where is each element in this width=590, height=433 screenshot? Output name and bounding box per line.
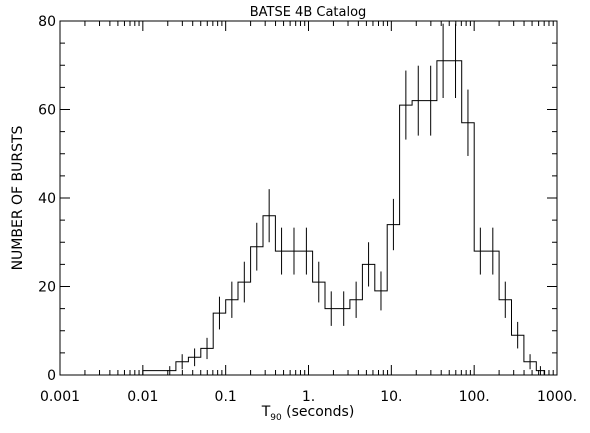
y-tick-label: 60 <box>38 103 56 119</box>
x-axis-label: T90 (seconds) <box>261 404 355 423</box>
x-tick-label: 0.1 <box>215 389 237 405</box>
y-tick-label: 20 <box>38 280 56 296</box>
x-axis-label-main: T <box>261 404 271 420</box>
x-tick-labels: 0.001 0.01 0.1 1. 10. 100. 1000. <box>40 389 577 405</box>
error-bars <box>169 23 541 375</box>
axis-ticks <box>59 20 558 376</box>
x-tick-label: 0.01 <box>127 389 158 405</box>
x-tick-label: 100. <box>459 389 490 405</box>
y-tick-label: 80 <box>38 14 56 30</box>
x-axis-label-subscript: 90 <box>270 413 282 423</box>
x-tick-label: 10. <box>380 389 402 405</box>
x-tick-label: 0.001 <box>40 389 80 405</box>
plot-frame <box>59 20 558 376</box>
x-tick-label: 1. <box>302 389 315 405</box>
x-tick-label: 1000. <box>537 389 577 405</box>
y-tick-label: 0 <box>47 368 56 384</box>
x-axis-label-rest: (seconds) <box>282 404 355 420</box>
y-tick-label: 40 <box>38 191 56 207</box>
y-axis-label: NUMBER OF BURSTS <box>10 125 26 270</box>
histogram-steps <box>142 60 546 375</box>
y-tick-labels: 0 20 40 60 80 <box>38 14 56 384</box>
chart-title: BATSE 4B Catalog <box>250 5 367 20</box>
